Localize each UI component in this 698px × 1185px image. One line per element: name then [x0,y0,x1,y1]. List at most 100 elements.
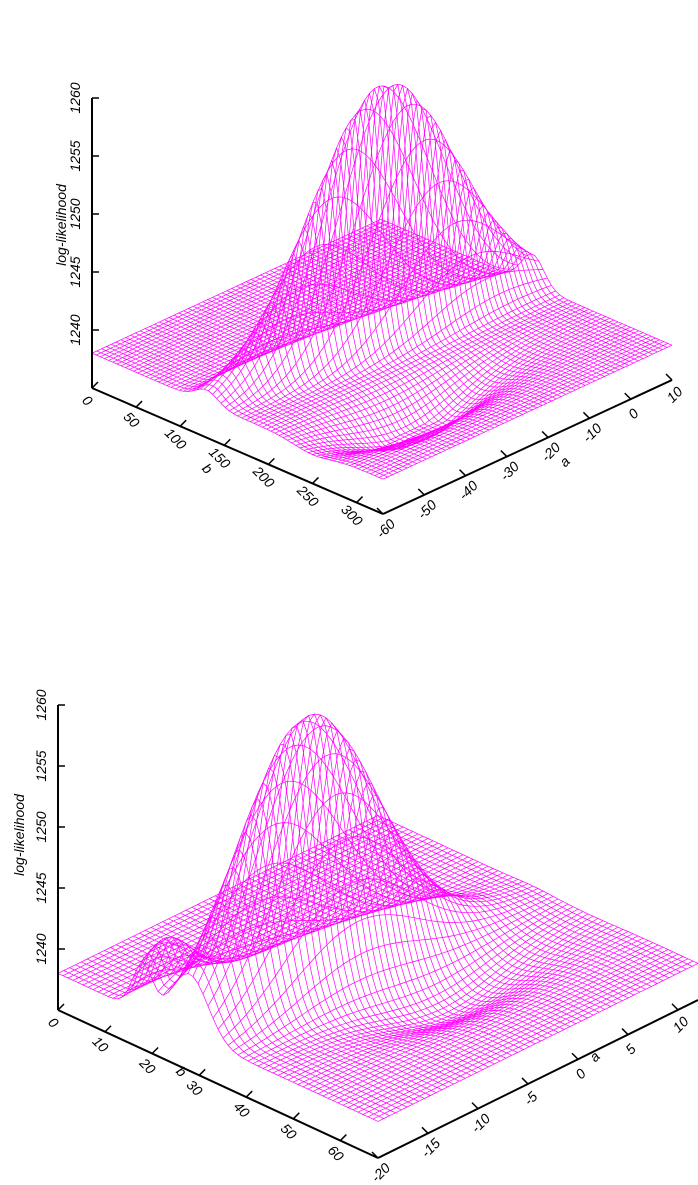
y-axis-line [377,999,698,1159]
z-tick-label: 1255 [67,140,83,171]
mesh-line-b [137,238,427,374]
mesh-line-b [203,267,494,390]
mesh-line-a [303,139,596,382]
surface-mesh-top [91,83,673,480]
mesh-line-b [150,244,440,379]
mesh-line-b [107,838,429,997]
y-tick-label: -50 [414,496,440,522]
mesh-line-b [341,326,631,464]
z-tick-label: 1250 [33,811,49,842]
y-tick-mark [500,450,508,458]
mesh-line-b [249,251,540,422]
mesh-line-b [142,854,464,964]
mesh-line-b [242,901,564,1059]
x-tick-label: 0 [45,1014,62,1031]
mesh-line-b [272,915,594,1074]
z-tick-label: 1245 [67,256,83,287]
mesh-line-a [115,341,408,469]
mesh-line-b [207,753,529,1007]
mesh-line-b [262,911,584,1069]
x-tick-label: 20 [136,1054,159,1077]
mesh-line-b [216,148,506,399]
mesh-line-b [141,240,432,376]
mesh-line-b [91,218,382,354]
mesh-line-b [345,328,635,465]
mesh-line-b [116,229,407,365]
mesh-line-b [212,792,534,1019]
mesh-line-b [258,277,548,426]
mesh-line-b [197,713,519,984]
z-axis-title-bottom: log-likelihood [11,793,27,876]
mesh-line-b [82,826,404,986]
mesh-line-b [202,725,524,995]
surface-mesh-bottom [57,713,698,1122]
mesh-line-a [331,838,652,987]
mesh-line-b [224,85,515,408]
mesh-line-b [62,817,384,977]
x-tick-mark [356,496,364,504]
y-tick-label: -60 [373,516,399,542]
y-tick-mark [459,469,467,477]
mesh-line-b [232,895,554,1051]
mesh-line-b [227,893,549,1046]
x-tick-mark [267,457,275,465]
x-tick-label: 50 [120,408,142,430]
y-tick-mark [624,392,632,400]
mesh-line-b [283,301,573,439]
x-tick-mark [223,438,231,446]
mesh-line-b [162,249,452,385]
x-tick-mark [292,1112,300,1120]
mesh-line-a [156,725,478,1073]
mesh-line-b [257,908,579,1067]
mesh-line-b [108,226,398,361]
mesh-line-b [377,963,698,1122]
mesh-line-b [366,337,656,473]
x-tick-label: 10 [89,1033,111,1055]
mesh-line-b [132,849,454,979]
y-tick-label: 0 [625,405,642,422]
x-tick-label: 0 [79,392,96,409]
mesh-line-b [247,903,569,1062]
x-tick-mark [104,1025,112,1033]
mesh-line-b [267,913,589,1072]
mesh-line-b [170,253,461,388]
mesh-line-b [92,831,414,990]
mesh-line-b [277,918,599,1076]
mesh-line-b [241,180,531,419]
z-tick-label: 1255 [33,750,49,781]
mesh-line-b [77,824,399,983]
x-tick-label: 40 [231,1098,253,1120]
mesh-line-a [245,85,538,409]
mesh-line-b [307,931,629,1090]
mesh-line-b [237,138,527,417]
x-axis-line [57,1009,379,1159]
y-tick-mark [371,1151,379,1159]
x-tick-mark [339,1134,347,1142]
y-tick-mark [665,373,673,381]
mesh-line-b [125,233,415,368]
mesh-line-b [100,222,390,358]
y-tick-mark [671,1003,679,1011]
mesh-line-b [104,224,394,359]
mesh-line-b [233,103,523,414]
mesh-line-b [291,305,581,444]
mesh-line-a [356,230,649,357]
x-tick-mark [179,419,187,427]
mesh-line-b [96,220,386,356]
mesh-line-b [208,243,498,392]
x-tick-label: 50 [278,1120,300,1142]
mesh-line-b [179,256,469,391]
mesh-line-b [97,833,419,993]
mesh-line-b [297,926,619,1085]
y-tick-mark [421,1126,429,1134]
mesh-line-b [191,262,481,392]
mesh-line-b [362,335,652,471]
mesh-line-b [374,341,664,476]
mesh-line-b [252,906,574,1064]
y-tick-mark [417,488,425,496]
z-axis-title-top: log-likelihood [53,183,69,266]
mesh-line-b [342,946,664,1106]
mesh-line-b [312,314,602,455]
mesh-line-b [312,933,634,1092]
